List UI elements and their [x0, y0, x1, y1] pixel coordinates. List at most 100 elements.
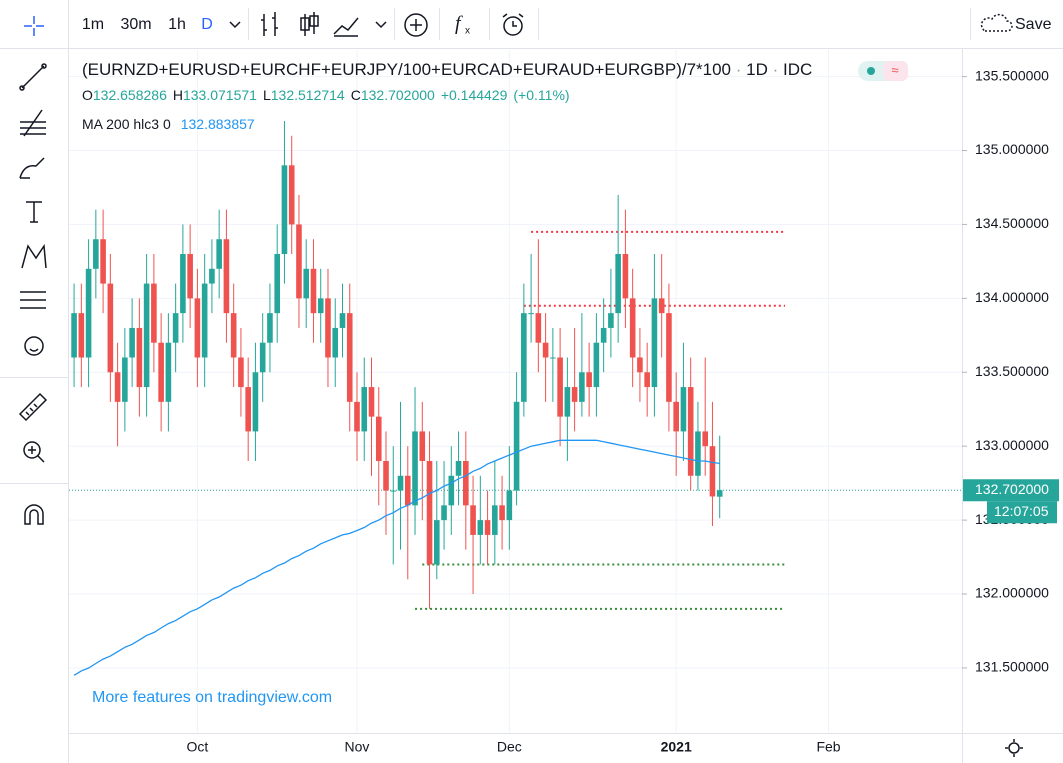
interval-button[interactable]: 1m: [82, 16, 104, 33]
candle-body: [579, 372, 585, 402]
candle-body: [397, 475, 404, 491]
ohlc-key: C: [351, 87, 361, 103]
x-tick-label: Feb: [816, 739, 840, 755]
candle-body: [303, 268, 310, 299]
candle-body: [687, 387, 694, 476]
candle-body: [136, 327, 143, 388]
fx-icon[interactable]: x: [465, 26, 470, 37]
y-tick-label: 135.500000: [975, 67, 1049, 83]
candle-body: [644, 372, 650, 388]
candle-body: [426, 460, 433, 565]
interval: 1D: [746, 60, 768, 79]
candle-body: [180, 254, 186, 314]
candle-body: [346, 313, 353, 402]
bar-type-icon[interactable]: [261, 12, 278, 36]
trendline-tool[interactable]: [21, 65, 45, 89]
candle-body: [535, 313, 542, 343]
candle-body: [143, 283, 150, 388]
candle-body: [288, 165, 295, 225]
alert-icon[interactable]: [502, 13, 524, 27]
magnet-tool[interactable]: [24, 504, 44, 525]
candle-body: [194, 298, 201, 358]
candle-body: [158, 342, 164, 402]
candle-body: [107, 283, 114, 373]
candle-body: [122, 357, 128, 402]
ohlc-value: 133.071571: [183, 87, 257, 103]
interval-button[interactable]: 30m: [120, 16, 151, 33]
emoji-tool[interactable]: [24, 336, 44, 356]
candle-body: [571, 387, 578, 402]
candle-body: [492, 505, 498, 535]
candle-body: [412, 431, 418, 506]
candle-body: [201, 283, 208, 358]
trendline-tool[interactable]: [41, 63, 47, 69]
y-tick-label: 133.000000: [975, 437, 1049, 453]
save-icon[interactable]: [980, 13, 1013, 32]
ohlc-line: O132.658286 H133.071571 L132.512714 C132.70…: [82, 87, 570, 103]
ohlc-key: L: [263, 87, 271, 103]
prediction-tool[interactable]: [20, 291, 46, 309]
candle-type-icon[interactable]: [300, 12, 319, 36]
candle-body: [470, 505, 476, 535]
emoji-tool[interactable]: [29, 348, 39, 352]
countdown-label: 12:07:05: [994, 503, 1049, 519]
candle-body: [317, 298, 324, 314]
candle-body: [361, 387, 368, 432]
ruler-tool[interactable]: [18, 392, 48, 422]
candle-body: [484, 520, 491, 535]
dropdown-icon[interactable]: [229, 21, 241, 29]
last-price-label: 132.702000: [975, 481, 1049, 497]
y-tick-label: 134.500000: [975, 215, 1049, 231]
indicator-icon[interactable]: [333, 17, 359, 37]
candle-body: [114, 372, 121, 402]
candle-body: [557, 357, 563, 417]
dropdown-icon[interactable]: [375, 21, 387, 29]
alert-icon[interactable]: [503, 16, 523, 36]
text-tool[interactable]: [26, 201, 42, 223]
candle-body: [564, 387, 571, 417]
candle-body: [230, 313, 237, 358]
x-tick-label: 2021: [661, 739, 692, 755]
candle-body: [513, 401, 520, 491]
watermark-link[interactable]: More features on tradingview.com: [92, 689, 332, 706]
crosshair-tool[interactable]: [24, 16, 44, 36]
zoom-tool[interactable]: [23, 441, 41, 459]
candle-body: [506, 490, 513, 521]
settings-icon[interactable]: [1005, 739, 1023, 757]
candle-body: [521, 313, 527, 402]
interval-button[interactable]: 1h: [168, 16, 186, 33]
candle-body: [172, 313, 179, 343]
pattern-tool[interactable]: [21, 243, 47, 269]
candle-body: [709, 446, 716, 497]
ma-line: [73, 439, 720, 676]
brush-tool[interactable]: [19, 157, 45, 179]
zoom-tool[interactable]: [28, 446, 45, 463]
add-icon[interactable]: [410, 19, 422, 31]
candle-body: [600, 327, 607, 343]
candle-body: [339, 313, 346, 328]
candle-body: [448, 475, 455, 506]
candle-body: [629, 298, 636, 358]
countdown-badge: [987, 501, 1057, 524]
settings-icon[interactable]: [1008, 742, 1020, 754]
candle-body: [325, 298, 331, 358]
y-tick-label: 135.000000: [975, 141, 1049, 157]
candle-body: [390, 490, 397, 492]
symbol: (EURNZD+EURUSD+EURCHF+EURJPY/100+EURCAD+…: [82, 60, 731, 79]
ma-name: MA 200 hlc3 0: [82, 116, 171, 132]
trendline-tool[interactable]: [19, 85, 25, 91]
last-price-badge: [963, 479, 1059, 502]
fib-tool[interactable]: [20, 109, 46, 137]
interval-button[interactable]: D: [201, 16, 213, 33]
save-button[interactable]: Save: [1015, 16, 1052, 33]
candle-body: [404, 475, 411, 506]
add-icon[interactable]: [404, 13, 428, 37]
status-badge[interactable]: [883, 61, 908, 81]
candle-body: [216, 239, 222, 269]
fx-icon[interactable]: f: [455, 13, 463, 35]
candle-body: [637, 357, 643, 373]
candle-body: [608, 313, 614, 328]
y-tick-label: 134.000000: [975, 289, 1049, 305]
candle-body: [93, 239, 99, 269]
candle-body: [259, 342, 266, 373]
